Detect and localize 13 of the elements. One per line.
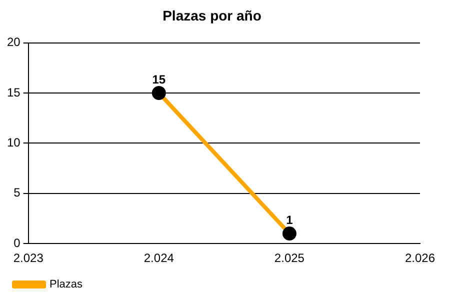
y-tick-label: 5 [14, 186, 21, 200]
x-tick-label: 2.025 [274, 251, 305, 266]
x-tick-label: 2.023 [13, 251, 44, 266]
x-tick-label: 2.026 [404, 251, 436, 266]
y-tick-label: 20 [6, 35, 21, 50]
legend-label: Plazas [50, 278, 84, 291]
x-tick-label: 2.024 [144, 251, 174, 266]
y-tick-label: 15 [6, 85, 21, 100]
y-tick-label: 10 [6, 136, 21, 150]
data-label: 15 [152, 72, 166, 86]
chart-title: Plazas por año [162, 7, 262, 24]
data-label: 1 [286, 212, 294, 227]
y-tick-label: 0 [14, 236, 21, 250]
